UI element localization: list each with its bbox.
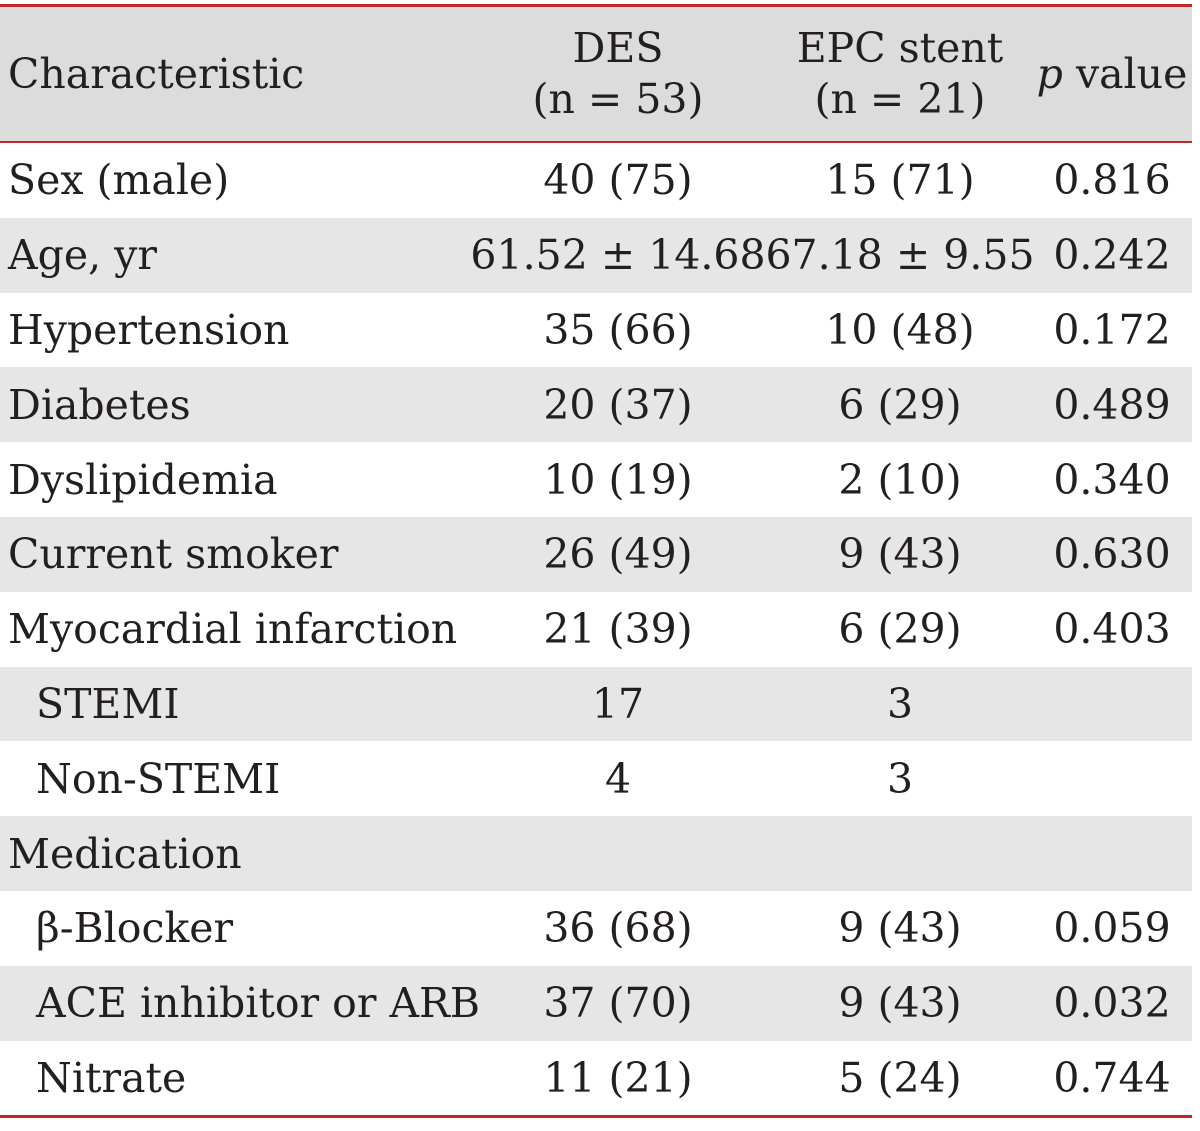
table-row: Sex (male) 40 (75) 15 (71) 0.816 <box>0 143 1192 218</box>
row-des: 40 (75) <box>543 156 693 205</box>
header-des: DES (n = 53) <box>490 7 746 141</box>
row-epc: 5 (24) <box>838 1053 962 1102</box>
row-label: Dyslipidemia <box>8 455 278 504</box>
row-label: β-Blocker <box>36 904 234 953</box>
row-p: 0.630 <box>1053 530 1171 579</box>
bottom-rule <box>0 1115 1192 1119</box>
row-epc: 6 (29) <box>838 380 962 429</box>
row-des: 20 (37) <box>543 380 693 429</box>
table-row: Dyslipidemia 10 (19) 2 (10) 0.340 <box>0 442 1192 517</box>
header-p-rest: value <box>1062 50 1188 98</box>
header-rule <box>0 141 1192 143</box>
row-des: 36 (68) <box>543 904 693 953</box>
row-des: 26 (49) <box>543 530 693 579</box>
table-row: β-Blocker 36 (68) 9 (43) 0.059 <box>0 891 1192 966</box>
row-des: 17 <box>591 679 645 728</box>
row-p: 0.242 <box>1053 231 1171 280</box>
header-epc-n: (n = 21) <box>814 75 986 123</box>
row-p: 0.489 <box>1053 380 1171 429</box>
row-epc: 6 (29) <box>838 605 962 654</box>
header-des-label: DES <box>572 23 664 72</box>
row-epc: 3 <box>886 679 914 728</box>
table-row: Current smoker 26 (49) 9 (43) 0.630 <box>0 516 1192 592</box>
row-label: Non-STEMI <box>36 754 281 803</box>
row-p: 0.744 <box>1053 1053 1171 1102</box>
row-label: Age, yr <box>8 231 157 280</box>
row-epc <box>780 816 1020 891</box>
row-p: 0.032 <box>1053 979 1171 1028</box>
header-characteristic: Characteristic <box>8 50 305 98</box>
row-epc: 2 (10) <box>838 455 962 504</box>
row-epc: 3 <box>886 754 914 803</box>
table-header: Characteristic DES (n = 53) EPC stent (n… <box>0 7 1192 141</box>
row-des: 4 <box>604 754 632 803</box>
table-row: STEMI 17 3 <box>0 666 1194 742</box>
header-epc-label: EPC stent <box>796 23 1004 72</box>
top-rule <box>0 4 1192 7</box>
row-des: 35 (66) <box>543 305 693 354</box>
row-label: Nitrate <box>36 1053 187 1102</box>
row-p: 0.059 <box>1053 904 1171 953</box>
row-label: Diabetes <box>8 380 191 429</box>
header-epc: EPC stent (n = 21) <box>780 7 1020 141</box>
row-p: 0.403 <box>1053 605 1171 654</box>
row-des: 61.52 ± 14.68 <box>470 231 766 280</box>
row-epc: 9 (43) <box>838 530 962 579</box>
row-label: Sex (male) <box>8 156 230 205</box>
table-row: ACE inhibitor or ARB 37 (70) 9 (43) 0.03… <box>0 965 1192 1041</box>
table-row: Diabetes 20 (37) 6 (29) 0.489 <box>0 367 1192 443</box>
row-p: 0.816 <box>1053 156 1171 205</box>
table-body: Sex (male) 40 (75) 15 (71) 0.816 Age, yr… <box>0 143 1192 1115</box>
row-p <box>1030 816 1194 891</box>
row-des <box>490 816 746 891</box>
row-epc: 67.18 ± 9.55 <box>765 231 1035 280</box>
table-row: Hypertension 35 (66) 10 (48) 0.172 <box>0 293 1192 368</box>
row-des: 10 (19) <box>543 455 693 504</box>
row-label: Myocardial infarction <box>8 605 458 654</box>
table-row: Medication <box>0 816 1192 891</box>
row-des: 21 (39) <box>543 605 693 654</box>
row-label: Medication <box>8 829 242 878</box>
row-p: 0.340 <box>1053 455 1171 504</box>
row-p: 0.172 <box>1053 305 1171 354</box>
row-p <box>1030 667 1194 742</box>
row-label: STEMI <box>36 679 180 728</box>
table-row: Age, yr 61.52 ± 14.68 67.18 ± 9.55 0.242 <box>0 217 1192 293</box>
header-des-n: (n = 53) <box>532 75 704 123</box>
row-p <box>1030 741 1194 816</box>
table-row: Non-STEMI 4 3 <box>0 741 1192 816</box>
row-label: Hypertension <box>8 305 290 354</box>
row-des: 37 (70) <box>543 979 693 1028</box>
header-p-value: p value <box>1030 7 1194 141</box>
row-epc: 9 (43) <box>838 904 962 953</box>
row-epc: 15 (71) <box>825 156 975 205</box>
table-row: Myocardial infarction 21 (39) 6 (29) 0.4… <box>0 592 1192 667</box>
row-epc: 9 (43) <box>838 979 962 1028</box>
row-epc: 10 (48) <box>825 305 975 354</box>
row-label: Current smoker <box>8 530 339 579</box>
row-des: 11 (21) <box>543 1053 693 1102</box>
header-p-italic: p <box>1036 50 1063 98</box>
table-row: Nitrate 11 (21) 5 (24) 0.744 <box>0 1041 1192 1116</box>
row-label: ACE inhibitor or ARB <box>36 979 481 1028</box>
